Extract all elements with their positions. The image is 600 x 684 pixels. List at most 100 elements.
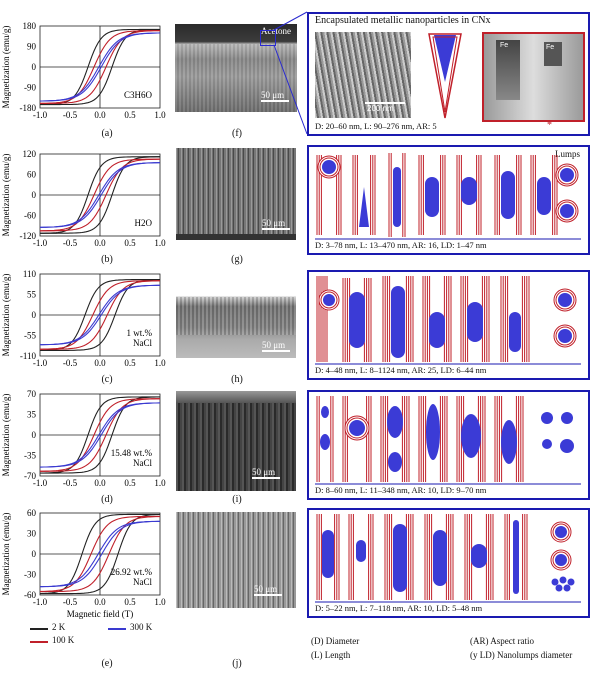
- box1-dims: D: 20–60 nm, L: 90–276 nm, AR: 5: [315, 121, 437, 131]
- y-tick-label: -90: [24, 83, 36, 93]
- box5-diagram: [315, 514, 581, 603]
- sem-j-scalebar: [254, 594, 282, 596]
- nanoparticle: [429, 312, 445, 348]
- nanoparticle: [563, 584, 571, 592]
- sample-annotation: 1 wt.%: [127, 328, 153, 338]
- hysteresis-branch-up: [40, 156, 160, 234]
- caption-c: (c): [101, 374, 113, 385]
- caption-e: (e): [101, 658, 113, 669]
- nanoparticle: [471, 544, 487, 568]
- glossary-nanolumps: (y LD) Nanolumps diameter: [470, 650, 573, 660]
- box1-scalebar: [365, 102, 405, 104]
- x-tick-label: -1.0: [33, 110, 48, 120]
- nanoparticle: [537, 177, 551, 215]
- nanoparticle: [320, 434, 330, 450]
- glossary-aspect-ratio: (AR) Aspect ratio: [470, 636, 534, 646]
- sem-h-texture: [176, 297, 296, 335]
- y-tick-label: 90: [27, 42, 37, 52]
- y-axis-label: Magnetization (emu/g): [1, 26, 11, 109]
- x-tick-label: 0.5: [124, 478, 136, 488]
- caption-j: (j): [232, 658, 242, 669]
- legend: 2 K 300 K 100 K: [30, 622, 170, 652]
- hysteresis-branch-down: [39, 402, 160, 468]
- sem-g-scale-label: 50 μm: [262, 218, 286, 228]
- nanoparticle-box-5: D: 5–22 nm, L: 7–118 nm, AR: 10, LD: 5–4…: [307, 508, 590, 618]
- caption-i: (i): [232, 494, 242, 505]
- x-tick-label: -0.5: [63, 358, 78, 368]
- nanoparticle: [542, 439, 552, 449]
- box4-dims: D: 8–60 nm, L: 11–348 nm, AR: 10, LD: 9–…: [315, 485, 487, 495]
- nanoparticle: [501, 171, 515, 219]
- y-tick-label: -180: [20, 103, 37, 113]
- x-tick-label: 1.0: [154, 110, 166, 120]
- y-axis-label: Magnetization (emu/g): [1, 154, 11, 237]
- sample-annotation: NaCl: [133, 458, 152, 468]
- plot-e: 60 30 0 -30 -60-1.0 -0.5 0.0 0.5 1.0 Magnetizatio…: [1, 508, 166, 619]
- nanoparticle: [467, 302, 483, 342]
- x-tick-label: 1.0: [154, 597, 166, 607]
- sem-f-label: Acetone: [261, 26, 291, 36]
- box4-diagram: [315, 396, 581, 485]
- x-tick-label: -1.0: [33, 597, 48, 607]
- nanoparticle: [559, 576, 567, 584]
- x-tick-label: -1.0: [33, 358, 48, 368]
- y-tick-label: 70: [27, 389, 37, 399]
- x-tick-label: 0.0: [94, 110, 106, 120]
- y-tick-label: -60: [24, 590, 36, 600]
- sem-i-scale-label: 50 μm: [252, 467, 276, 477]
- hysteresis-branch-down: [40, 515, 160, 592]
- hysteresis-branch-up: [40, 396, 160, 474]
- box1-sem: 200 nm: [315, 32, 411, 118]
- lump-shell: [555, 326, 575, 346]
- lump-core: [323, 294, 335, 306]
- y-tick-label: 60: [27, 508, 37, 518]
- box1-cone-diagram: [428, 33, 462, 119]
- nanoparticle-box-3: D: 4–48 nm, L: 8–1124 nm, AR: 25, LD: 6–…: [307, 270, 590, 380]
- box1-tem-right: [544, 42, 562, 66]
- plot-c: 110 55 0 -55 -110-1.0 -0.5 0.0 0.5 1.0 Magnetizat…: [1, 269, 166, 368]
- legend-label-100k: 100 K: [52, 635, 75, 645]
- hysteresis-branch-up: [40, 516, 160, 593]
- lump-core: [558, 329, 572, 343]
- nanoparticle: [387, 406, 403, 438]
- box1-title: Encapsulated metallic nanoparticles in C…: [315, 15, 491, 26]
- box1-scale-label: 200 nm: [367, 104, 394, 113]
- caption-d: (d): [101, 494, 113, 505]
- box2-lumps-label: Lumps: [554, 149, 580, 159]
- y-tick-label: 55: [27, 290, 37, 300]
- y-tick-label: 0: [32, 549, 37, 559]
- y-tick-label: -110: [20, 351, 37, 361]
- x-tick-label: 0.5: [124, 597, 136, 607]
- nanoparticle: [561, 412, 573, 424]
- hysteresis-branch-up: [40, 280, 160, 350]
- sample-annotation: H2O: [135, 218, 153, 228]
- x-tick-label: 1.0: [154, 358, 166, 368]
- y-tick-label: 180: [23, 21, 37, 31]
- sample-annotation: 15.48 wt.%: [111, 448, 153, 458]
- nanoparticle: [555, 584, 563, 592]
- sem-f-scale-label: 50 μm: [261, 90, 285, 100]
- lump-shell: [346, 417, 368, 439]
- nanoparticle: [433, 530, 447, 586]
- lump-shell: [319, 157, 339, 177]
- legend-swatch-2k: [30, 628, 48, 630]
- lump-shell: [320, 291, 338, 309]
- nanoparticle: [391, 286, 405, 358]
- box1-tem: Fe Fe: [482, 32, 585, 122]
- sem-g-bottom: [176, 234, 296, 240]
- nanoparticle: [356, 540, 366, 562]
- nanoparticle: [461, 177, 477, 205]
- x-tick-label: 1.0: [154, 238, 166, 248]
- sem-image-h: 50 μm: [176, 282, 296, 358]
- lump-shell: [552, 523, 570, 541]
- box5-dims: D: 5–22 nm, L: 7–118 nm, AR: 10, LD: 5–4…: [315, 603, 483, 613]
- plot-d: 70 35 0 -35 -70-1.0 -0.5 0.0 0.5 1.0 Magnetizatio…: [1, 389, 166, 488]
- sem-image-j: 50 μm: [176, 512, 296, 608]
- y-axis-label: Magnetization (emu/g): [1, 274, 11, 357]
- sem-g-scalebar: [262, 228, 290, 230]
- sample-annotation: NaCl: [133, 577, 152, 587]
- sem-image-f: Acetone 50 μm: [175, 24, 297, 112]
- plot-b: 120 60 0 -60 -120-1.0 -0.5 0.0 0.5 1.0 Magnetizat…: [1, 149, 166, 248]
- caption-b: (b): [101, 254, 113, 265]
